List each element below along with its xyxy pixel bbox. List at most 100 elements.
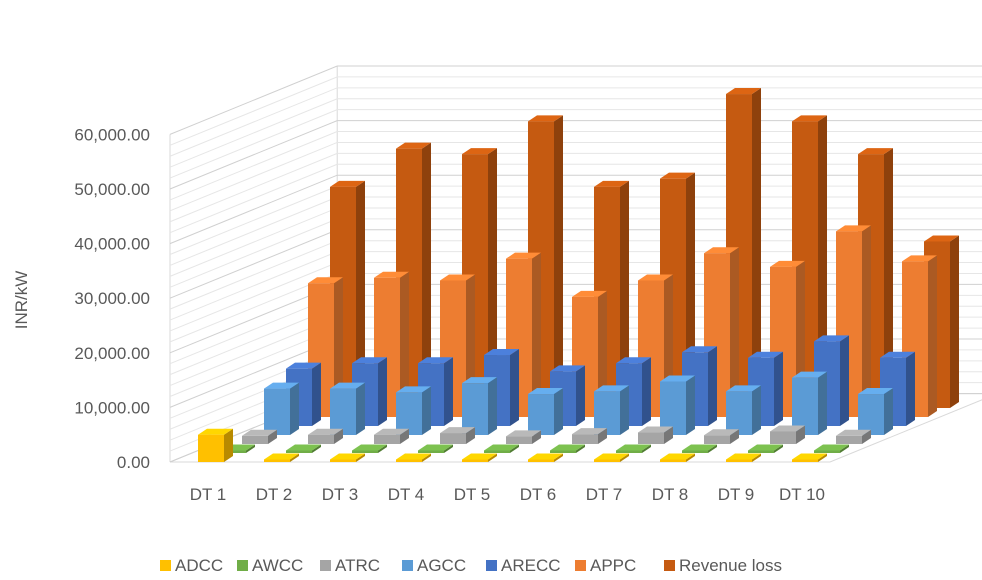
bar-top-face [550, 444, 585, 451]
bar-agcc-3 [396, 386, 431, 435]
bar-atrc-6 [572, 428, 607, 444]
bar-side-face [444, 444, 453, 453]
bar-front-face [396, 459, 422, 462]
bar-awcc-8 [682, 444, 717, 453]
bar-top-face [726, 88, 761, 95]
legend-label: AWCC [252, 556, 303, 575]
bar-side-face [290, 453, 299, 462]
bar-awcc-10 [814, 444, 849, 453]
bar-top-face [506, 430, 541, 437]
bar-side-face [752, 88, 761, 409]
bar-atrc-8 [704, 429, 739, 444]
bar-top-face [792, 115, 827, 122]
bar-top-face [528, 453, 563, 460]
bar-side-face [554, 115, 563, 408]
bar-atrc-3 [374, 428, 409, 444]
bar-front-face [594, 391, 620, 435]
bar-top-face [726, 453, 761, 460]
bar-adcc-9 [726, 453, 761, 462]
bar-side-face [708, 346, 717, 426]
bar-side-face [356, 180, 365, 408]
bar-side-face [840, 444, 849, 453]
bar-side-face [818, 371, 827, 435]
bar-side-face [422, 386, 431, 435]
bar-side-face [796, 425, 805, 444]
bar-side-face [708, 444, 717, 453]
bar-side-face [730, 247, 739, 417]
chart-bars [198, 88, 959, 462]
legend-label: ATRC [335, 556, 380, 575]
bar-side-face [774, 444, 783, 453]
bar-side-face [532, 252, 541, 417]
gridline [169, 152, 982, 223]
bar-front-face [572, 434, 598, 444]
x-category-label: DT 3 [322, 485, 359, 504]
bar-top-face [704, 429, 739, 436]
legend-swatch [237, 560, 248, 571]
x-category-label: DT 8 [652, 485, 689, 504]
bar-top-face [286, 362, 321, 369]
bar-side-face [950, 235, 959, 408]
bar-side-face [400, 428, 409, 444]
bar-front-face [440, 433, 466, 444]
bar-side-face [466, 427, 475, 444]
bar-top-face [638, 274, 673, 281]
bar-top-face [440, 427, 475, 434]
bar-agcc-1 [264, 382, 299, 435]
bar-top-face [462, 453, 497, 460]
bar-side-face [334, 277, 343, 417]
bar-side-face [642, 444, 651, 453]
bar-adcc-2 [264, 453, 299, 462]
bar-top-face [594, 453, 629, 460]
bar-side-face [730, 429, 739, 444]
bar-side-face [576, 365, 585, 426]
bar-side-face [752, 385, 761, 435]
bar-front-face [462, 459, 488, 462]
legend-swatch [664, 560, 675, 571]
gridline [169, 76, 982, 146]
bar-top-face [836, 429, 871, 436]
bar-side-face [246, 444, 255, 453]
bar-side-face [488, 377, 497, 435]
bar-side-face [752, 453, 761, 462]
bar-side-face [884, 148, 893, 409]
bar-front-face [198, 434, 224, 462]
bar-front-face [330, 388, 356, 435]
bar-front-face [792, 459, 818, 462]
bar-top-face [836, 225, 871, 232]
bar-top-face [682, 444, 717, 451]
bar-side-face [664, 426, 673, 444]
bar-top-face [418, 444, 453, 451]
bar-front-face [462, 383, 488, 435]
bar-top-face [660, 172, 695, 179]
bar-atrc-10 [836, 429, 871, 444]
legend-swatch [486, 560, 497, 571]
legend-swatch [160, 560, 171, 571]
bar-front-face [814, 450, 840, 453]
bar-side-face [818, 453, 827, 462]
bar-atrc-4 [440, 427, 475, 444]
bar-top-face [792, 371, 827, 378]
bar-top-face [264, 382, 299, 389]
bar-front-face [286, 450, 312, 453]
y-tick-label: 50,000.00 [74, 180, 150, 199]
legend-label: APPC [590, 556, 636, 575]
gridline [169, 98, 982, 168]
bar-adcc-8 [660, 453, 695, 462]
legend-item-arecc: ARECC [486, 556, 561, 575]
bar-top-face [462, 377, 497, 384]
bar-top-face [594, 385, 629, 392]
bar-top-face [440, 274, 475, 281]
bar-agcc-5 [528, 388, 563, 435]
y-tick-label: 10,000.00 [74, 398, 150, 417]
gridline [169, 141, 982, 212]
bar-atrc-2 [308, 428, 343, 444]
bar-top-face [616, 444, 651, 451]
x-axis-categories: DT 1 DT 2 DT 3 DT 4 DT 5 DT 6 DT 7 DT 8 DT 9 DT 1… [190, 485, 825, 504]
y-tick-label: 60,000.00 [74, 125, 150, 144]
legend-item-agcc: AGCC [402, 556, 466, 575]
bar-side-face [312, 444, 321, 453]
bar-top-face [242, 429, 277, 436]
bar-side-face [818, 115, 827, 408]
bar-front-face [374, 434, 400, 444]
